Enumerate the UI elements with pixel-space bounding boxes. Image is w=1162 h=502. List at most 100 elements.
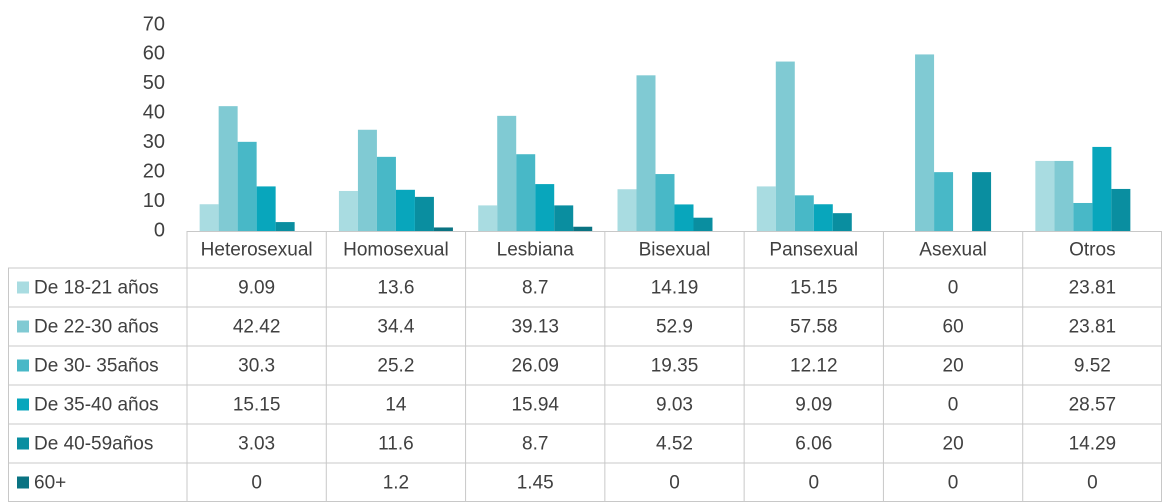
table-value: 0 xyxy=(251,473,262,494)
table-value: 15.94 xyxy=(511,395,559,416)
bar xyxy=(832,213,852,231)
table-value: 52.9 xyxy=(656,317,693,338)
bar xyxy=(535,184,555,231)
bar xyxy=(218,106,238,231)
table-value: 12.12 xyxy=(790,356,838,377)
bar xyxy=(915,54,935,231)
table-value: 19.35 xyxy=(651,356,699,377)
bar xyxy=(655,174,675,231)
table-value: 34.4 xyxy=(377,317,414,338)
x-tick-label: Lesbiana xyxy=(497,240,575,261)
bar xyxy=(237,141,257,231)
bar xyxy=(478,205,498,231)
bar xyxy=(275,222,295,231)
table-value: 9.03 xyxy=(656,395,693,416)
table-value: 23.81 xyxy=(1069,278,1117,299)
legend-key xyxy=(17,437,29,450)
bar xyxy=(756,186,776,231)
y-tick-label: 70 xyxy=(143,13,165,35)
x-tick-label: Pansexual xyxy=(769,240,858,261)
y-tick-label: 0 xyxy=(154,219,165,241)
table-value: 9.09 xyxy=(795,395,832,416)
table-value: 0 xyxy=(808,473,819,494)
table-value: 11.6 xyxy=(378,434,414,455)
legend-label: De 30- 35años xyxy=(34,356,159,377)
bar xyxy=(693,217,713,231)
table-value: 0 xyxy=(669,473,680,494)
bar xyxy=(636,75,656,231)
table-value: 13.6 xyxy=(377,278,414,299)
bar xyxy=(1054,160,1074,231)
y-tick-label: 50 xyxy=(143,72,165,94)
bar xyxy=(775,61,795,231)
legend-label: De 40-59años xyxy=(34,434,153,455)
table-value: 20 xyxy=(943,434,964,455)
bar xyxy=(934,172,954,231)
x-tick-label: Homosexual xyxy=(343,240,449,261)
table-value: 26.09 xyxy=(511,356,559,377)
legend-label: 60+ xyxy=(34,473,66,494)
bar xyxy=(674,204,694,231)
table-value: 8.7 xyxy=(522,434,548,455)
x-tick-label: Bisexual xyxy=(639,240,711,261)
bar xyxy=(554,205,574,231)
bar xyxy=(376,156,396,231)
table-value: 0 xyxy=(948,473,959,494)
bar xyxy=(516,154,536,231)
legend-key xyxy=(17,398,29,411)
legend-key xyxy=(17,320,29,333)
table-value: 9.09 xyxy=(238,278,275,299)
bar xyxy=(1092,146,1112,231)
table-value: 0 xyxy=(1087,473,1098,494)
bar xyxy=(1111,188,1131,231)
bar xyxy=(813,204,833,231)
table-value: 1.2 xyxy=(383,473,409,494)
bar xyxy=(794,195,814,231)
table-value: 14 xyxy=(385,395,407,416)
table-value: 25.2 xyxy=(377,356,414,377)
y-tick-label: 20 xyxy=(143,160,165,182)
y-tick-label: 40 xyxy=(143,102,165,124)
bar xyxy=(414,196,434,231)
legend-label: De 18-21 años xyxy=(34,278,159,299)
bar xyxy=(497,115,517,231)
table-value: 30.3 xyxy=(238,356,275,377)
x-tick-label: Asexual xyxy=(919,240,987,261)
table-value: 4.52 xyxy=(656,434,693,455)
table-value: 28.57 xyxy=(1069,395,1117,416)
table-value: 20 xyxy=(943,356,964,377)
table-value: 14.19 xyxy=(651,278,699,299)
bar xyxy=(256,186,276,231)
bar xyxy=(617,189,637,231)
table-value: 9.52 xyxy=(1074,356,1111,377)
table-value: 39.13 xyxy=(511,317,559,338)
table-value: 0 xyxy=(948,278,959,299)
table-value: 15.15 xyxy=(233,395,281,416)
legend-key xyxy=(17,281,29,294)
table-value: 60 xyxy=(943,317,964,338)
x-tick-label: Otros xyxy=(1069,240,1115,261)
bar xyxy=(338,190,358,231)
bar xyxy=(972,172,992,231)
legend-label: De 22-30 años xyxy=(34,317,159,338)
bar xyxy=(433,227,453,231)
table-value: 6.06 xyxy=(795,434,832,455)
y-tick-label: 60 xyxy=(143,43,165,65)
table-value: 57.58 xyxy=(790,317,838,338)
table-value: 14.29 xyxy=(1069,434,1117,455)
y-tick-label: 10 xyxy=(143,190,165,212)
legend-key xyxy=(17,476,29,489)
table-value: 0 xyxy=(948,395,959,416)
table-value: 8.7 xyxy=(522,278,548,299)
y-tick-label: 30 xyxy=(143,131,165,153)
x-tick-label: Heterosexual xyxy=(201,240,313,261)
bar xyxy=(395,189,415,231)
bar xyxy=(1073,202,1093,231)
bar xyxy=(199,204,219,231)
bar xyxy=(573,226,593,231)
legend-label: De 35-40 años xyxy=(34,395,159,416)
table-value: 3.03 xyxy=(238,434,275,455)
bar xyxy=(1035,160,1055,231)
table-value: 15.15 xyxy=(790,278,838,299)
